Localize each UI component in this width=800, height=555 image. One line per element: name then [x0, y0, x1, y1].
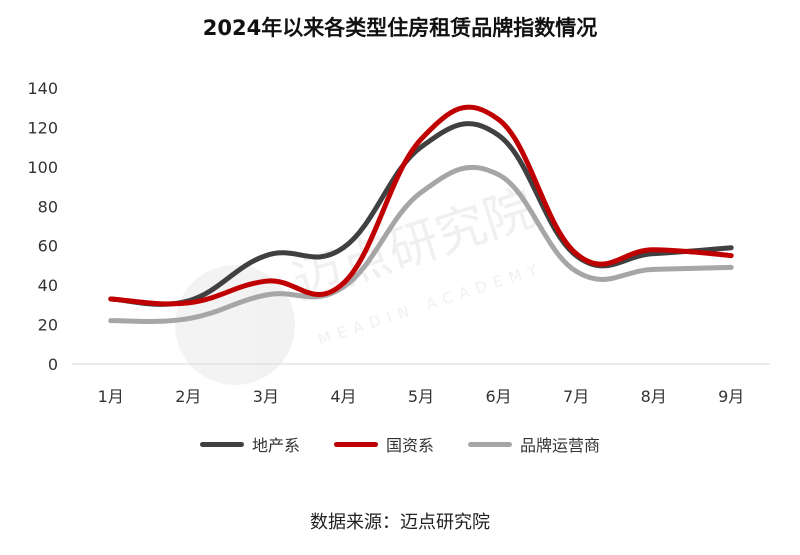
x-tick-label: 3月	[253, 387, 279, 406]
x-tick-label: 9月	[718, 387, 744, 406]
x-tick-label: 4月	[330, 387, 356, 406]
x-tick-label: 8月	[641, 387, 667, 406]
y-tick-label: 120	[27, 118, 58, 137]
x-tick-label: 7月	[563, 387, 589, 406]
y-tick-label: 20	[38, 316, 58, 335]
data-source: 数据来源：迈点研究院	[310, 512, 490, 533]
x-tick-label: 5月	[408, 387, 434, 406]
legend-item-guozixi: 国资系	[333, 432, 434, 456]
legend-label-guozixi: 国资系	[385, 436, 434, 455]
legend-item-dichanxi: 地产系	[199, 432, 300, 456]
legend: 地产系 国资系 品牌运营商	[0, 432, 800, 456]
legend-label-pinpai: 品牌运营商	[520, 436, 601, 455]
legend-swatch-guozixi	[333, 441, 378, 447]
y-tick-label: 60	[38, 237, 58, 256]
y-tick-label: 100	[27, 158, 58, 177]
legend-item-pinpai: 品牌运营商	[468, 432, 600, 456]
y-tick-label: 0	[48, 355, 58, 374]
y-tick-label: 40	[38, 276, 58, 295]
x-tick-label: 1月	[98, 387, 124, 406]
chart-title: 2024年以来各类型住房租赁品牌指数情况	[202, 16, 598, 40]
series-line-dichanxi	[108, 121, 734, 307]
x-tick-label: 2月	[175, 387, 201, 406]
x-tick-label: 6月	[485, 387, 511, 406]
line-chart: 迈点研究院 MEADIN ACADEMY 0 20 40 60 80 100 120 140 1…	[27, 79, 770, 406]
legend-swatch-pinpai	[468, 441, 512, 447]
y-tick-label: 80	[38, 197, 58, 216]
series-line-pinpai	[108, 164, 734, 324]
watermark: 迈点研究院 MEADIN ACADEMY	[175, 179, 546, 385]
legend-swatch-dichanxi	[199, 441, 244, 447]
series-line-guozixi	[108, 104, 734, 307]
legend-label-dichanxi: 地产系	[251, 436, 300, 455]
y-tick-label: 140	[27, 79, 58, 98]
